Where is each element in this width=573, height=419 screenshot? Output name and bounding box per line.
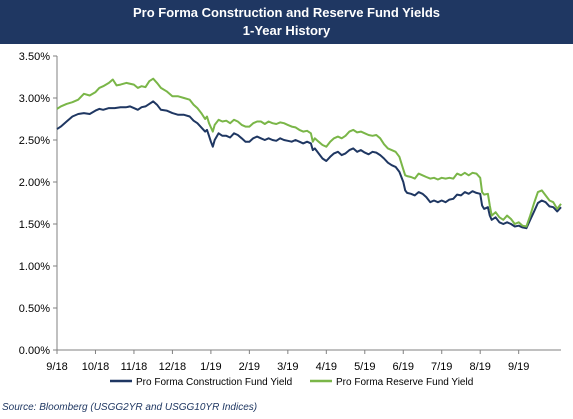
x-tick-label: 7/19 — [431, 361, 452, 373]
x-tick-label: 9/18 — [46, 361, 67, 373]
legend-label-construction: Pro Forma Construction Fund Yield — [136, 377, 292, 388]
line-chart: 0.00% 0.50% 1.00% 1.50% 2.00% 2.50% 3.00% 3.50%… — [19, 51, 562, 388]
x-tick-label: 2/19 — [239, 361, 260, 373]
y-tick-label: 0.00% — [19, 345, 50, 357]
legend-label-reserve: Pro Forma Reserve Fund Yield — [336, 377, 473, 388]
source-note: Source: Bloomberg (USGG2YR and USGG10YR … — [2, 402, 258, 413]
reserve-fund-yield-line — [56, 77, 562, 228]
x-tick-label: 1/19 — [200, 361, 221, 373]
x-tick-label: 10/18 — [82, 361, 110, 373]
x-tick-label: 12/18 — [159, 361, 187, 373]
y-tick-label: 3.00% — [19, 93, 50, 105]
x-tick-label: 6/19 — [393, 361, 414, 373]
x-tick-label: 8/19 — [469, 361, 490, 373]
y-tick-label: 2.50% — [19, 135, 50, 147]
y-tick-label: 3.50% — [19, 51, 50, 63]
y-tick-label: 2.00% — [19, 177, 50, 189]
y-tick-label: 1.50% — [19, 219, 50, 231]
x-tick-label: 5/19 — [354, 361, 375, 373]
chart-title-band: Pro Forma Construction and Reserve Fund … — [0, 0, 573, 44]
x-tick-label: 9/19 — [508, 361, 529, 373]
chart-title: Pro Forma Construction and Reserve Fund … — [132, 5, 440, 20]
construction-fund-yield-line — [56, 100, 562, 230]
y-tick-label: 0.50% — [19, 303, 50, 315]
chart-subtitle: 1-Year History — [242, 23, 331, 38]
x-tick-label: 3/19 — [277, 361, 298, 373]
x-tick-label: 11/18 — [121, 361, 148, 373]
x-tick-label: 4/19 — [316, 361, 337, 373]
y-tick-label: 1.00% — [19, 261, 50, 273]
